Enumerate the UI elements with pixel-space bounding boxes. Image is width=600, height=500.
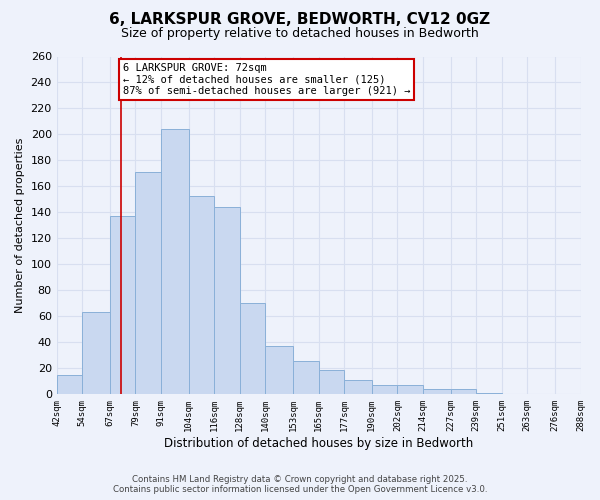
Bar <box>344 380 372 394</box>
Text: 6, LARKSPUR GROVE, BEDWORTH, CV12 0GZ: 6, LARKSPUR GROVE, BEDWORTH, CV12 0GZ <box>109 12 491 28</box>
Bar <box>214 207 240 394</box>
Bar <box>319 370 344 394</box>
Bar <box>188 196 214 394</box>
Text: Contains HM Land Registry data © Crown copyright and database right 2025.
Contai: Contains HM Land Registry data © Crown c… <box>113 474 487 494</box>
Bar <box>423 389 451 394</box>
Bar <box>451 389 476 394</box>
Bar <box>136 172 161 394</box>
Text: 6 LARKSPUR GROVE: 72sqm
← 12% of detached houses are smaller (125)
87% of semi-d: 6 LARKSPUR GROVE: 72sqm ← 12% of detache… <box>122 63 410 96</box>
Bar <box>56 375 82 394</box>
Bar <box>372 385 397 394</box>
Bar <box>265 346 293 395</box>
Bar <box>82 312 110 394</box>
X-axis label: Distribution of detached houses by size in Bedworth: Distribution of detached houses by size … <box>164 437 473 450</box>
Y-axis label: Number of detached properties: Number of detached properties <box>15 138 25 313</box>
Bar <box>397 385 423 394</box>
Bar <box>293 360 319 394</box>
Bar <box>476 393 502 394</box>
Text: Size of property relative to detached houses in Bedworth: Size of property relative to detached ho… <box>121 28 479 40</box>
Bar <box>110 216 136 394</box>
Bar <box>161 130 188 394</box>
Bar <box>240 304 265 394</box>
